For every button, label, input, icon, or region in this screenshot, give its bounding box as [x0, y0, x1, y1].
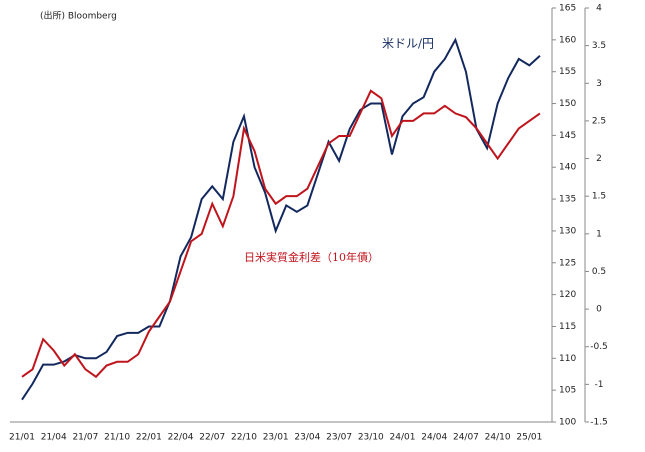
- y2-tick-label: 2.5: [592, 116, 606, 126]
- series-line: [21, 37, 541, 401]
- y-tick-label: 100: [559, 418, 576, 428]
- y-tick-label: 165: [559, 4, 576, 14]
- x-tick-label: 21/01: [9, 433, 35, 443]
- x-tick-label: 21/07: [72, 433, 98, 443]
- y2-tick-label: -0.5: [590, 342, 608, 352]
- y-tick-label: 115: [559, 322, 576, 332]
- y2-tick-label: 1.5: [592, 192, 606, 202]
- x-tick-label: 21/04: [41, 433, 67, 443]
- y2-tick-label: 1: [596, 229, 602, 239]
- x-tick-label: 24/01: [390, 433, 416, 443]
- y-tick-label: 105: [559, 386, 576, 396]
- y-tick-label: 120: [559, 290, 576, 300]
- y2-tick-label: 3: [596, 79, 602, 89]
- x-tick-label: 22/07: [199, 433, 225, 443]
- x-tick-label: 21/10: [104, 433, 130, 443]
- y2-tick-label: 3.5: [592, 41, 606, 51]
- x-tick-label: 23/04: [294, 433, 320, 443]
- y2-tick-label: 0.5: [592, 267, 606, 277]
- x-tick-label: 24/10: [485, 433, 511, 443]
- y-tick-label: 145: [559, 131, 576, 141]
- y-tick-label: 110: [559, 354, 576, 364]
- x-tick-label: 23/07: [326, 433, 352, 443]
- x-tick-label: 22/04: [168, 433, 194, 443]
- x-tick-label: 22/01: [136, 433, 162, 443]
- source-note: (出所) Bloomberg: [40, 10, 117, 22]
- rate-diff-annotation: 日米実質金利差（10年債）: [244, 250, 379, 264]
- x-tick-label: 24/04: [421, 433, 447, 443]
- usdjpy-annotation: 米ドル/円: [382, 37, 434, 51]
- y2-tick-label: 2: [596, 154, 602, 164]
- x-tick-label: 24/07: [453, 433, 479, 443]
- x-tick-label: 23/10: [358, 433, 384, 443]
- y2-tick-label: -1: [595, 380, 604, 390]
- y2-tick-label: 4: [596, 4, 602, 14]
- x-tick-label: 25/01: [516, 433, 542, 443]
- y-tick-label: 155: [559, 67, 576, 77]
- series-line: [21, 89, 541, 379]
- y-tick-label: 150: [559, 99, 576, 109]
- y-tick-label: 135: [559, 195, 576, 205]
- x-tick-label: 22/10: [231, 433, 257, 443]
- y-tick-label: 130: [559, 226, 576, 236]
- y-tick-label: 160: [559, 35, 576, 45]
- y2-tick-label: -1.5: [590, 418, 608, 428]
- y-tick-label: 140: [559, 163, 576, 173]
- y2-tick-label: 0: [596, 305, 602, 315]
- y-tick-label: 125: [559, 258, 576, 268]
- x-tick-label: 23/01: [263, 433, 289, 443]
